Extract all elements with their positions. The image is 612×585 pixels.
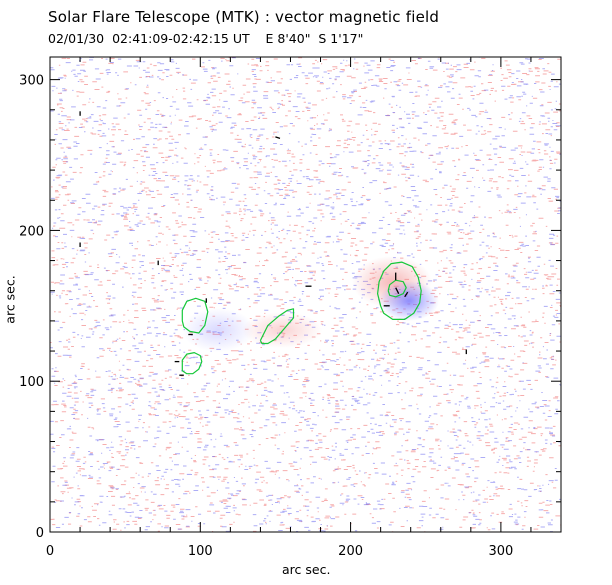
contour-plage-left-lower bbox=[181, 352, 203, 375]
negative-field-texture bbox=[50, 57, 561, 532]
x-tick-label: 300 bbox=[488, 544, 513, 559]
field-vector bbox=[275, 136, 281, 140]
y-tick-label: 300 bbox=[19, 74, 44, 89]
contour-sunspot-inner bbox=[387, 279, 407, 298]
contour-sunspot-ring bbox=[377, 261, 422, 320]
axis-ticks bbox=[49, 57, 562, 533]
y-tick-label: 200 bbox=[19, 224, 44, 239]
field-vector bbox=[404, 291, 409, 298]
positive-region-plage bbox=[242, 312, 322, 348]
map-title: Solar Flare Telescope (MTK) : vector mag… bbox=[48, 8, 440, 26]
y-tick-label: 0 bbox=[36, 526, 44, 541]
plot-frame bbox=[49, 56, 562, 533]
x-tick-label: 200 bbox=[338, 544, 363, 559]
negative-region-sunspot bbox=[379, 281, 439, 321]
contour-plage-left-upper bbox=[181, 297, 209, 334]
y-axis-label: arc sec. bbox=[2, 275, 18, 324]
observation-info: 02/01/30 02:41:09-02:42:15 UT E 8'40" S … bbox=[48, 31, 364, 46]
magnetic-field-map bbox=[50, 57, 561, 532]
x-tick-label: 100 bbox=[188, 544, 213, 559]
axis-tick-labels: 0 100 200 300 0 100 200 300 bbox=[19, 74, 513, 559]
positive-field-texture bbox=[50, 57, 561, 532]
negative-region-plage bbox=[182, 308, 254, 352]
polarity-regions bbox=[182, 256, 439, 352]
x-tick-label: 0 bbox=[46, 544, 54, 559]
x-axis-label: arc sec. bbox=[282, 562, 331, 577]
field-vector bbox=[395, 287, 400, 294]
y-tick-label: 100 bbox=[19, 375, 44, 390]
transverse-vectors bbox=[79, 111, 467, 376]
field-contours bbox=[181, 261, 422, 375]
contour-plage-diagonal bbox=[259, 308, 295, 345]
